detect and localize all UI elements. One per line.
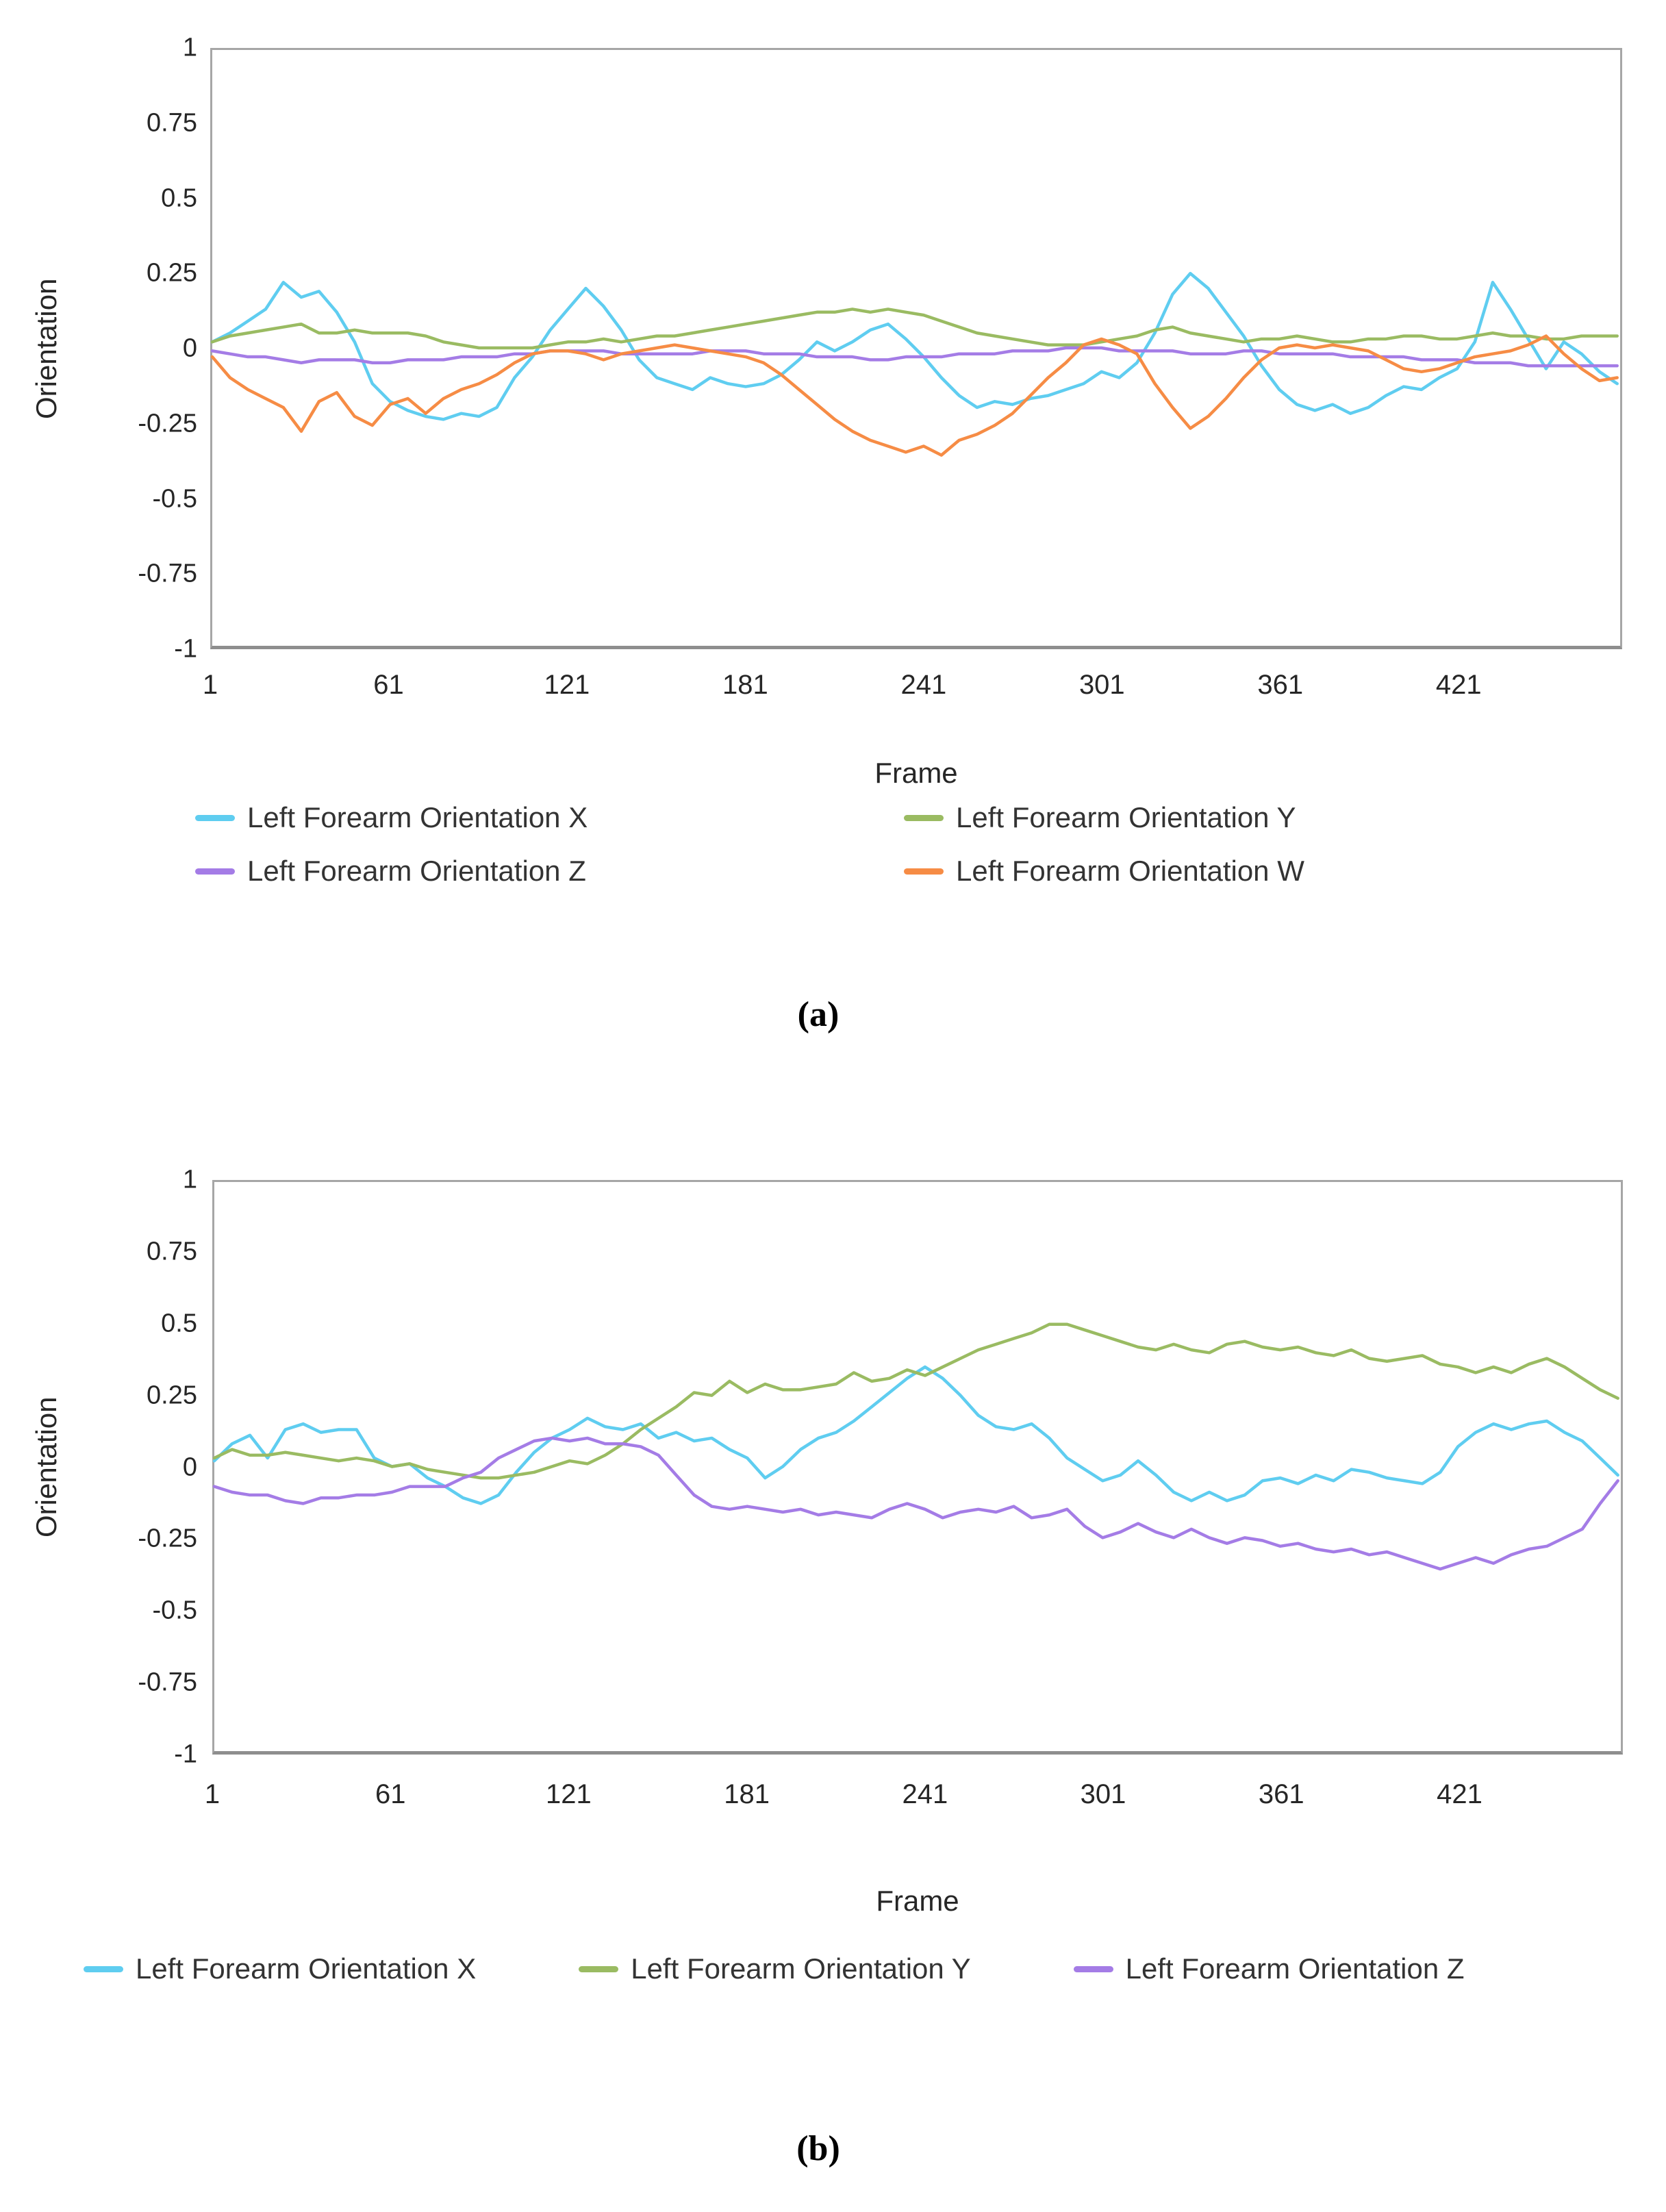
y-tick-label: 1 [182, 33, 197, 62]
legend-label: Left Forearm Orientation X [136, 1952, 477, 1985]
y-tick-label: -0.75 [138, 559, 197, 588]
x-axis-title: Frame [876, 1885, 959, 1917]
y-tick-label: 0 [182, 334, 197, 363]
y-tick-label: -0.5 [152, 484, 197, 513]
legend-item: Left Forearm Orientation X [195, 799, 904, 836]
legend-label: Left Forearm Orientation Z [1125, 1952, 1465, 1985]
caption-b: (b) [796, 2129, 840, 2168]
x-tick-label: 241 [900, 670, 947, 700]
x-tick-label: 421 [1437, 1779, 1482, 1809]
legend-swatch-icon [904, 868, 944, 875]
legend-label: Left Forearm Orientation Y [956, 801, 1296, 833]
x-tick-label: 361 [1258, 1779, 1304, 1809]
legend: Left Forearm Orientation X Left Forearm O… [84, 1950, 1465, 1987]
x-tick-labels: 1 61 121 181 241 301 361 421 [203, 670, 1622, 704]
x-tick-label: 1 [202, 670, 218, 700]
x-axis-title: Frame [874, 757, 958, 789]
legend-swatch-icon [579, 1965, 619, 1972]
x-tick-label: 181 [722, 670, 768, 700]
legend-swatch-icon [195, 868, 235, 875]
series-line [212, 309, 1617, 348]
legend-label: Left Forearm Orientation X [247, 801, 588, 833]
legend-item: Left Forearm Orientation W [904, 853, 1304, 890]
plot-area [212, 1180, 1623, 1755]
line-chart-a [212, 50, 1620, 646]
legend-label: Left Forearm Orientation W [956, 855, 1304, 887]
caption-a: (a) [797, 995, 840, 1034]
x-tick-label: 301 [1078, 670, 1125, 700]
series-line [214, 1367, 1618, 1503]
y-tick-label: 0.25 [147, 1381, 197, 1410]
legend-label: Left Forearm Orientation Y [631, 1952, 971, 1985]
x-tick-label: 61 [373, 670, 404, 700]
x-tick-label: 121 [544, 670, 590, 700]
x-tick-label: 301 [1080, 1779, 1126, 1809]
plot-area [210, 48, 1622, 649]
legend-item: Left Forearm Orientation Y [579, 1950, 971, 1987]
x-tick-label: 121 [546, 1779, 592, 1809]
y-tick-label: 1 [182, 1165, 197, 1194]
x-tick-labels: 1 61 121 181 241 301 361 421 [205, 1779, 1623, 1813]
y-tick-label: -1 [174, 634, 197, 664]
y-tick-label: -0.25 [138, 1524, 197, 1553]
x-tick-label: 1 [204, 1779, 220, 1809]
y-tick-label: -1 [174, 1739, 197, 1769]
y-tick-label: 0 [182, 1453, 197, 1481]
legend-swatch-icon [1073, 1965, 1113, 1972]
series-line [212, 336, 1617, 455]
legend-item: Left Forearm Orientation X [84, 1950, 476, 1987]
y-tick-label: -0.25 [138, 409, 197, 438]
legend-swatch-icon [195, 814, 235, 821]
y-tick-label: -0.5 [152, 1596, 197, 1625]
x-tick-label: 421 [1435, 670, 1482, 700]
series-line [212, 348, 1617, 366]
y-tick-label: 0.75 [147, 1237, 197, 1266]
x-tick-label: 241 [902, 1779, 948, 1809]
legend: Left Forearm Orientation X Left Forearm O… [195, 799, 1304, 890]
y-tick-label: 0.25 [147, 258, 197, 288]
y-tick-label: 0.75 [147, 108, 197, 138]
legend-label: Left Forearm Orientation Z [247, 855, 586, 887]
x-tick-label: 181 [724, 1779, 770, 1809]
series-line [214, 1438, 1618, 1569]
y-tick-labels: 1 0.75 0.5 0.25 0 -0.25 -0.5 -0.75 -1 [60, 34, 197, 664]
y-tick-label: -0.75 [138, 1668, 197, 1697]
series-line [214, 1324, 1618, 1478]
y-tick-labels: 1 0.75 0.5 0.25 0 -0.25 -0.5 -0.75 -1 [60, 1166, 197, 1769]
y-tick-label: 0.5 [161, 1309, 197, 1338]
legend-swatch-icon [84, 1965, 123, 1972]
legend-item: Left Forearm Orientation Z [195, 853, 904, 890]
x-tick-label: 61 [375, 1779, 406, 1809]
line-chart-b [214, 1182, 1621, 1751]
legend-item: Left Forearm Orientation Y [904, 799, 1304, 836]
legend-item: Left Forearm Orientation Z [1073, 1950, 1465, 1987]
legend-swatch-icon [904, 814, 944, 821]
series-line [212, 273, 1617, 419]
y-tick-label: 0.5 [161, 184, 197, 212]
x-tick-label: 361 [1257, 670, 1304, 700]
